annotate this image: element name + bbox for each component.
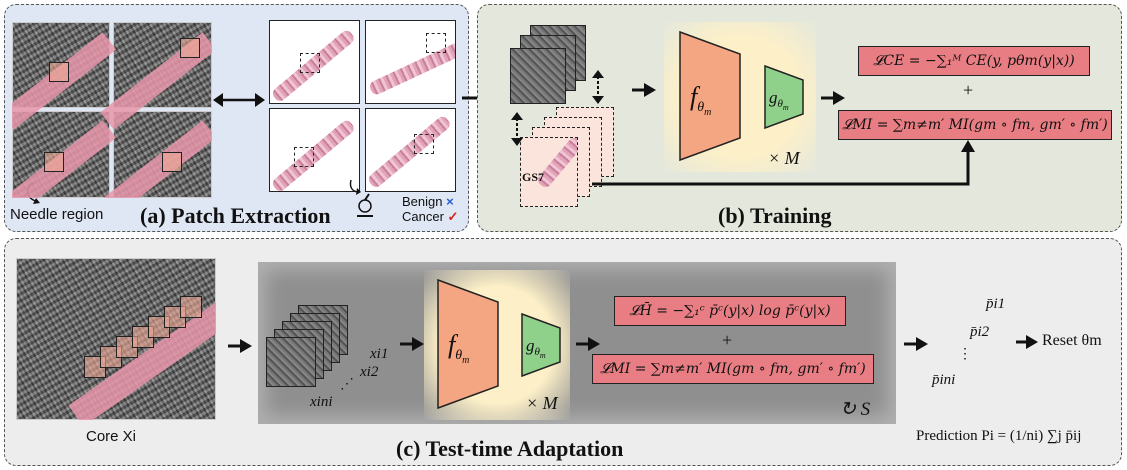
arrow-to-reset xyxy=(1016,335,1038,349)
pred-pi1: p̄i1 xyxy=(986,296,1006,312)
gs7-label: GS7 xyxy=(522,170,545,184)
pred-dots: ⋮ xyxy=(958,347,972,362)
pathology-tile xyxy=(365,108,456,192)
patch-square xyxy=(44,152,64,172)
patch-square xyxy=(180,296,202,318)
arrow-to-losses xyxy=(821,91,845,105)
head-trapezoid xyxy=(521,312,561,378)
encoder-label: fθm xyxy=(690,82,712,118)
times-m-label: × M xyxy=(526,393,558,413)
loss-mi-box: 𝓛MI = ∑m≠m′ MI(gm ∘ fm, gm′ ∘ fm′) xyxy=(592,354,874,384)
vertical-double-arrow xyxy=(592,70,604,104)
arrow-to-adaptation xyxy=(228,339,252,353)
benign-mark: × xyxy=(446,194,454,209)
feedback-arrow xyxy=(592,140,975,186)
plus-sign: + xyxy=(963,80,974,100)
repeat-s-label: ↻ S xyxy=(840,399,871,420)
encoder-trapezoid xyxy=(679,30,741,162)
reset-label: Reset θm xyxy=(1042,332,1102,349)
core-label: Core Xi xyxy=(86,428,136,445)
loss-entropy-box: 𝓛H̄ = −∑₁ᶜ p̄ᶜ(y|x) log p̄ᶜ(y|x) xyxy=(614,296,846,326)
patch-stack-gray xyxy=(266,337,316,387)
ultrasound-grid xyxy=(12,22,212,198)
double-arrow xyxy=(213,93,265,107)
head-trapezoid xyxy=(764,64,804,130)
cancer-label: Cancer ✓ xyxy=(402,209,458,225)
core-label-text: Core Xi xyxy=(86,428,137,445)
times-m-label: × M xyxy=(768,148,800,168)
arrow-to-model xyxy=(632,83,656,97)
core-ultrasound xyxy=(16,258,216,420)
plus-sign: + xyxy=(722,330,733,350)
microscope-icon xyxy=(349,179,373,217)
patch-square xyxy=(49,62,69,82)
patch-dots: ⋰ xyxy=(340,377,354,392)
patch-stack-pink xyxy=(520,137,578,207)
pathology-tile xyxy=(269,20,360,104)
panel-c-title: (c) Test-time Adaptation xyxy=(396,436,624,461)
patch-square xyxy=(180,38,200,58)
patch-xi2: xi2 xyxy=(360,364,379,380)
benign-text: Benign xyxy=(402,194,443,209)
head-label: gθm xyxy=(526,336,546,361)
patch-stack-gray xyxy=(510,48,566,104)
arrow-to-predictions xyxy=(904,337,928,351)
arrow-to-model xyxy=(400,337,424,351)
patch-xi1: xi1 xyxy=(370,346,389,362)
benign-label: Benign × xyxy=(402,194,454,209)
cancer-text: Cancer xyxy=(402,209,444,224)
patch-xini: xini xyxy=(310,394,333,410)
pathology-tile xyxy=(365,20,456,104)
head-label: gθm xyxy=(769,88,789,113)
panel-b-title: (b) Training xyxy=(718,203,832,228)
loss-ce-box: 𝓛CE = −∑₁ᴹ CE(y, pθm(y|x)) xyxy=(858,46,1090,76)
loss-mi-box: 𝓛MI = ∑m≠m′ MI(gm ∘ fm, gm′ ∘ fm′) xyxy=(838,110,1112,140)
encoder-trapezoid xyxy=(437,278,499,410)
pred-pi2: p̄i2 xyxy=(970,324,990,340)
patch-square xyxy=(162,152,182,172)
prediction-label: Prediction Pi = (1/ni) ∑j p̄ij xyxy=(916,428,1082,444)
needle-region-label: Needle region xyxy=(10,206,104,223)
panel-a-title: (a) Patch Extraction xyxy=(140,203,331,228)
encoder-label: fθm xyxy=(448,330,470,366)
pred-pini: p̄ini xyxy=(932,372,956,388)
arrow-to-losses xyxy=(576,337,600,351)
pathology-tile xyxy=(269,108,360,192)
cancer-mark: ✓ xyxy=(447,209,459,224)
vertical-double-arrow xyxy=(511,112,523,146)
